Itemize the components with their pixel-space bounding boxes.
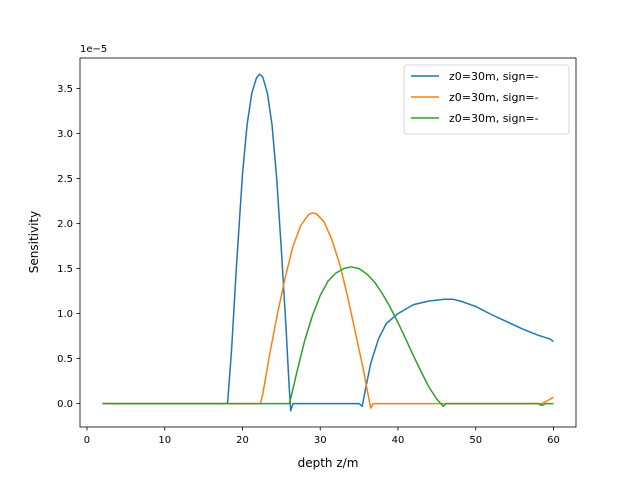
y-tick-label: 2.0 [57, 219, 73, 230]
x-tick-label: 10 [158, 435, 171, 446]
x-tick-label: 50 [469, 435, 482, 446]
series-line-2 [102, 212, 554, 409]
legend: z0=30m, sign=- z0=30m, sign=- z0=30m, sign… [403, 64, 570, 135]
y-tick-label: 1.5 [57, 264, 73, 275]
y-offset-text: 1e−5 [80, 44, 107, 55]
y-tick-label: 1.0 [57, 309, 73, 320]
y-axis-label: Sensitivity [27, 211, 41, 273]
legend-box [403, 64, 570, 135]
plot-frame [79, 57, 577, 428]
x-tick-label: 40 [392, 435, 405, 446]
x-tick-label: 30 [314, 435, 327, 446]
plot-lines [102, 73, 554, 412]
y-tick-label: 0.0 [57, 399, 73, 410]
x-axis: 0 10 20 30 40 50 60 [84, 427, 560, 446]
series-line-1 [102, 73, 554, 412]
legend-label: z0=30m, sign=- [449, 112, 539, 125]
y-tick-label: 0.5 [57, 354, 73, 365]
x-axis-label: depth z/m [298, 456, 359, 470]
x-tick-label: 0 [84, 435, 90, 446]
y-tick-label: 2.5 [57, 174, 73, 185]
y-tick-label: 3.5 [57, 84, 73, 95]
y-axis: 0.0 0.5 1.0 1.5 2.0 2.5 3.0 3.5 [57, 84, 80, 410]
x-tick-label: 20 [236, 435, 249, 446]
legend-label: z0=30m, sign=- [449, 91, 539, 104]
series-line-3 [102, 266, 554, 408]
y-tick-label: 3.0 [57, 129, 73, 140]
legend-label: z0=30m, sign=- [449, 70, 539, 83]
x-tick-label: 60 [547, 435, 560, 446]
